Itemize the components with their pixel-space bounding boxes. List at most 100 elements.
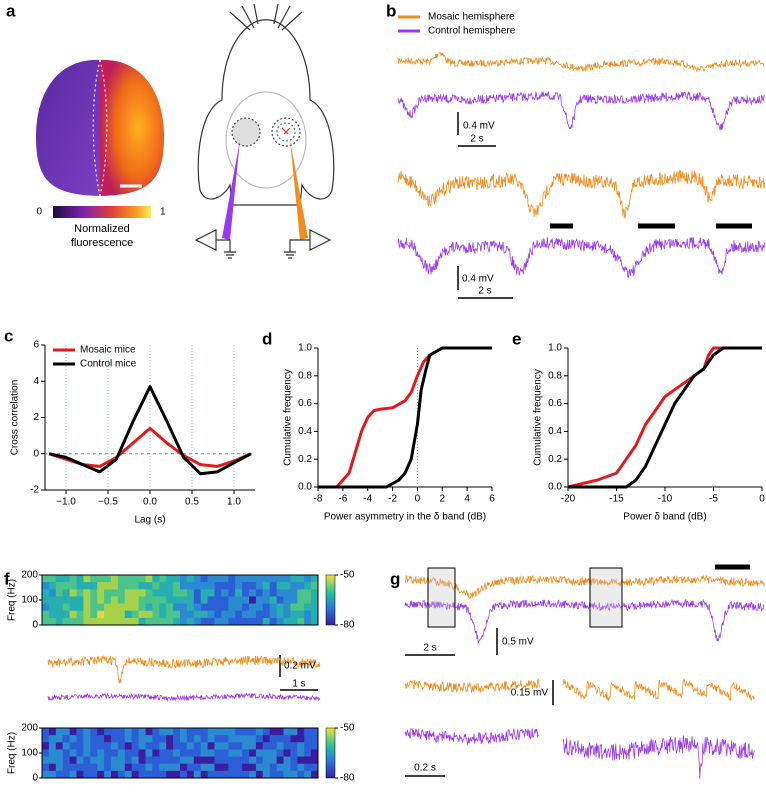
heatmap-cell — [124, 582, 133, 590]
heatmap-cell — [304, 596, 312, 605]
heatmap-cell — [76, 728, 84, 736]
y-tick-label: 0.6 — [298, 398, 312, 409]
heatmap-cell — [69, 728, 77, 736]
heatmap-cell — [152, 763, 160, 772]
series-line — [568, 346, 762, 489]
heatmap-cell — [83, 617, 91, 626]
heatmap-cell — [152, 582, 160, 590]
heatmap-cell — [180, 589, 188, 597]
x-tick-label: 0.0 — [143, 497, 157, 508]
heatmap-cell — [69, 596, 77, 605]
heatmap-cell — [269, 596, 278, 605]
heatmap-cell — [262, 617, 271, 626]
heatmap-cell — [304, 728, 312, 736]
heatmap-cell — [69, 610, 77, 619]
heatmap-cell — [283, 763, 291, 772]
heatmap-cell — [290, 763, 298, 772]
y-tick-label: 6 — [33, 340, 39, 351]
heatmap-cell — [76, 735, 84, 743]
heatmap-cell — [304, 575, 312, 583]
heatmap-cell — [76, 603, 84, 612]
heatmap-cell — [138, 735, 146, 743]
heatmap-cell — [104, 589, 112, 597]
heatmap-cell — [138, 596, 146, 605]
heatmap-cell — [269, 742, 278, 750]
heatmap-cell — [214, 617, 222, 626]
heatmap-cell — [62, 589, 71, 597]
heatmap-cell — [42, 617, 50, 626]
heatmap-cell — [249, 735, 257, 743]
heatmap-cell — [207, 596, 215, 605]
heatmap-cell — [124, 763, 133, 772]
heatmap-cell — [207, 728, 215, 736]
heatmap-cell — [83, 749, 91, 758]
heatmap-cell — [235, 763, 243, 772]
heatmap-cell — [117, 589, 126, 597]
heatmap-cell — [111, 610, 119, 619]
heatmap-cell — [97, 735, 105, 743]
heatmap-cell — [304, 617, 312, 626]
heatmap-cell — [311, 575, 319, 583]
legend-lines — [398, 15, 420, 33]
heatmap-cell — [76, 756, 84, 765]
mouse-schematic — [194, 3, 335, 259]
x-tick-label: 2 — [440, 494, 446, 505]
y-axis-label: Cross correlation — [10, 380, 21, 456]
heatmap-cell — [76, 770, 84, 779]
heatmap-cell — [283, 596, 291, 605]
heatmap-cell — [200, 603, 209, 612]
heatmap-cell — [242, 582, 250, 590]
heatmap-cell — [90, 735, 98, 743]
heatmap-cell — [145, 756, 153, 765]
heatmap-cell — [200, 763, 209, 772]
heatmap-cell — [221, 763, 229, 772]
heatmap-cell — [297, 770, 305, 779]
heatmap-cell — [111, 742, 119, 750]
heatmaps — [41, 574, 336, 779]
heatmap-cell — [249, 763, 257, 772]
heatmap-cell — [131, 610, 140, 619]
heatmap-cell — [159, 575, 167, 583]
x-tick-label: -10 — [658, 494, 673, 505]
heatmap-cell — [249, 610, 257, 619]
heatmap-cell — [193, 610, 202, 619]
heatmap-cell — [124, 589, 133, 597]
heatmap-cell — [111, 770, 119, 779]
heatmap-cell — [249, 582, 257, 590]
panel-label: a — [6, 1, 16, 20]
heatmap-cell — [262, 763, 271, 772]
heatmap-cell — [180, 735, 188, 743]
heatmap-cell — [83, 735, 91, 743]
heatmap-cell — [173, 728, 181, 736]
heatmap-cell — [242, 770, 250, 779]
heatmap-cell — [131, 763, 140, 772]
heatmap-cell — [55, 582, 64, 590]
heatmap-cell — [242, 596, 250, 605]
heatmap-cell — [138, 603, 146, 612]
heatmap-cell — [221, 589, 229, 597]
heatmap-cell — [290, 596, 298, 605]
heatmap-cell — [76, 610, 84, 619]
heatmap-cell — [242, 603, 250, 612]
heatmap-cell — [90, 582, 98, 590]
heatmap-cell — [242, 756, 250, 765]
heatmap-cell — [152, 728, 160, 736]
heatmap-cell — [304, 735, 312, 743]
y-tick-label: -2 — [30, 485, 39, 496]
heatmap-cell — [221, 749, 229, 758]
heatmap-cell — [69, 735, 77, 743]
heatmap-cell — [214, 603, 222, 612]
heatmap-cell — [235, 589, 243, 597]
heatmap-cell — [138, 770, 146, 779]
heatmap-cell — [276, 749, 284, 758]
colorbar — [325, 727, 336, 779]
heatmap-cell — [200, 742, 209, 750]
heatmap-cell — [242, 749, 250, 758]
heatmap-cell — [180, 742, 188, 750]
heatmap-cell — [97, 582, 105, 590]
heatmap-cell — [152, 735, 160, 743]
heatmap-cell — [283, 582, 291, 590]
heatmap-cell — [290, 610, 298, 619]
heatmap-cell — [131, 596, 140, 605]
heatmap-cell — [159, 610, 167, 619]
